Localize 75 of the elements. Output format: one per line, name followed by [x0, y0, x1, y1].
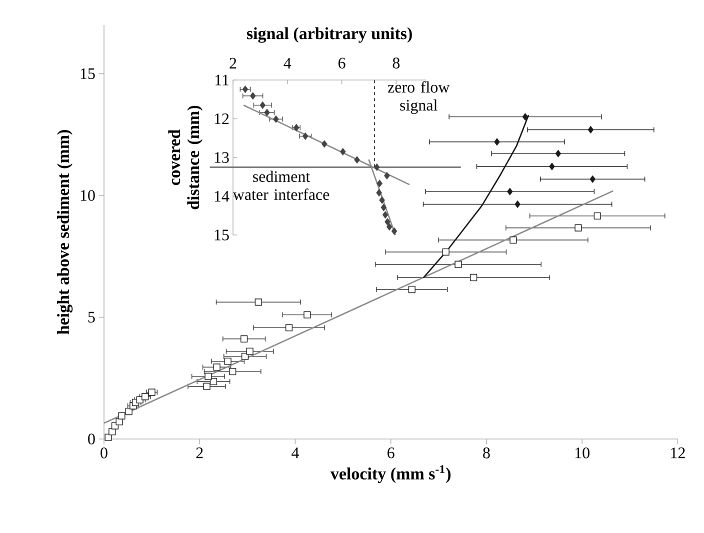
x-tick-label: 4 [292, 448, 299, 458]
ref-line-label: zero flow signal [388, 81, 450, 114]
point [304, 311, 311, 318]
point [514, 200, 520, 208]
point [384, 172, 390, 180]
point [376, 188, 382, 197]
point [142, 393, 149, 400]
y-axis-title: covered distance (mm) [168, 106, 203, 210]
point [470, 274, 478, 282]
ref-line-label: sediment water interface [232, 170, 330, 200]
point [204, 372, 212, 380]
point [260, 101, 266, 109]
point [273, 115, 279, 123]
point [246, 348, 254, 355]
x-tick-label: 6 [388, 448, 394, 458]
point [555, 150, 562, 158]
point [354, 156, 360, 164]
point [321, 140, 328, 148]
point [594, 212, 601, 220]
point [506, 188, 513, 196]
point [254, 298, 262, 306]
y-tick-label: 14 [214, 190, 230, 202]
point [374, 163, 380, 171]
point [384, 218, 390, 226]
point [213, 364, 220, 371]
y-tick-label: 0 [88, 434, 95, 444]
y-tick-label: 12 [214, 113, 229, 124]
y-axis-title: height above sediment (mm) [57, 130, 73, 334]
point [391, 227, 398, 235]
point [442, 248, 450, 256]
point [510, 236, 517, 244]
point [240, 335, 248, 343]
point [386, 223, 392, 231]
point [148, 388, 156, 396]
x-tick-label: 2 [196, 448, 203, 458]
point [549, 162, 555, 170]
point [229, 368, 236, 376]
x-tick-label: 8 [392, 58, 400, 68]
point [264, 108, 270, 116]
x-tick-label: 8 [483, 448, 490, 458]
point [380, 204, 387, 212]
point [285, 324, 293, 332]
point [379, 196, 385, 204]
point [104, 434, 112, 441]
point [224, 358, 232, 365]
y-tick-label: 15 [80, 68, 95, 80]
x-tick-label: 4 [284, 58, 292, 68]
x-axis-title: velocity (mm s$^{-1}$) [330, 465, 451, 483]
point [574, 224, 582, 232]
x-tick-label: 2 [230, 58, 236, 68]
point [382, 211, 388, 219]
x-tick-label: 6 [338, 58, 346, 68]
point [340, 148, 346, 156]
x-tick-label: 12 [671, 448, 685, 458]
y-tick-label: 5 [88, 312, 95, 323]
point [376, 180, 382, 188]
point [590, 175, 596, 183]
point [118, 412, 126, 420]
x-tick-label: 0 [100, 448, 108, 458]
point [522, 113, 528, 121]
point [302, 132, 308, 140]
point [408, 286, 416, 294]
point [454, 260, 462, 268]
x-tick-label: 10 [576, 448, 590, 458]
point [250, 92, 256, 100]
x-axis-title: signal (arbitrary units) [246, 27, 412, 43]
y-tick-label: 11 [215, 74, 229, 86]
point [203, 382, 210, 390]
y-tick-label: 15 [214, 230, 229, 240]
point [242, 86, 248, 94]
point [494, 138, 500, 146]
point [588, 126, 594, 134]
point [108, 428, 116, 436]
y-tick-label: 10 [80, 190, 95, 201]
y-tick-label: 13 [214, 152, 229, 163]
